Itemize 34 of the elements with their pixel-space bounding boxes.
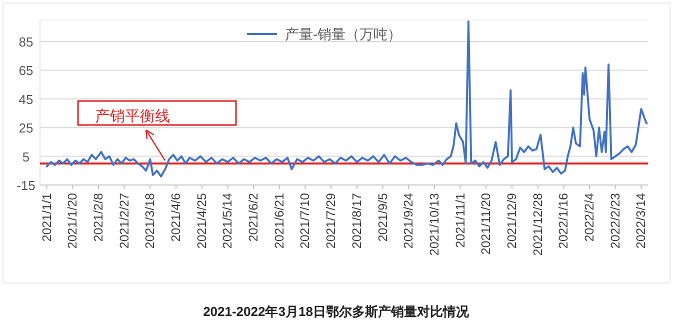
x-tick-label: 2021/11/20: [479, 192, 494, 255]
x-tick-label: 2021/4/6: [169, 192, 184, 242]
x-tick-label: 2021/2/27: [117, 192, 132, 249]
x-tick-label: 2021/1/20: [66, 192, 80, 249]
x-tick-label: 2021/9/5: [376, 192, 390, 242]
x-tick-label: 2021/4/25: [194, 192, 209, 249]
y-tick-label: 65: [18, 63, 34, 78]
x-tick-label: 2021/8/17: [350, 192, 364, 249]
x-tick-label: 2021/6/2: [246, 192, 261, 242]
x-tick-label: 2021/1/1: [40, 192, 54, 242]
x-tick-label: 2022/3/14: [634, 192, 648, 249]
x-tick-label: 2022/1/16: [556, 192, 571, 249]
x-tick-label: 2022/2/4: [582, 192, 597, 242]
legend-label: 产量-销量（万吨）: [285, 26, 402, 42]
y-tick-label: 25: [18, 120, 34, 136]
x-tick-label: 2021/6/21: [272, 192, 286, 249]
y-tick-label: 85: [18, 34, 34, 50]
line-series: [46, 20, 648, 178]
x-tick-label: 2021/12/9: [504, 192, 519, 249]
x-tick-label: 2021/3/18: [143, 192, 158, 249]
x-tick-label: 2021/7/10: [298, 192, 312, 249]
x-tick-label: 2021/12/28: [530, 192, 545, 256]
x-tick-label: 2021/9/24: [402, 192, 416, 249]
text: 2021-2022年3月18日鄂尔多斯产销量对比情况: [203, 304, 470, 319]
ref-line-label: 产销平衡线: [95, 108, 170, 125]
x-tick-label: 2021/2/8: [91, 192, 106, 242]
y-tick-label: 5: [22, 149, 30, 164]
x-tick-label: 2021/11/1: [453, 192, 468, 248]
y-tick-label: 45: [18, 92, 34, 107]
x-tick-label: 2021/10/13: [427, 192, 442, 256]
y-tick-label: -15: [16, 178, 36, 193]
x-tick-label: 2022/2/23: [608, 192, 622, 249]
x-tick-label: 2021/5/14: [220, 192, 235, 249]
x-tick-label: 2021/7/29: [324, 192, 338, 249]
